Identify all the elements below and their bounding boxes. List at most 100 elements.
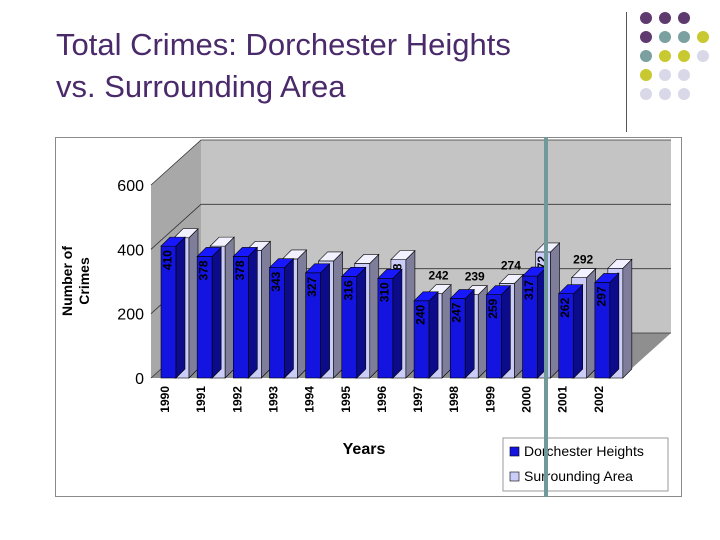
bar-surrounding-side	[586, 267, 596, 379]
decorative-dot	[678, 69, 690, 81]
data-label: 310	[377, 282, 391, 302]
x-tick-label: 1997	[411, 386, 425, 413]
data-label: 327	[305, 276, 319, 296]
decorative-dot	[678, 50, 690, 62]
bar-dorchester-side	[428, 291, 439, 379]
bar-surrounding-side	[224, 236, 235, 379]
y-axis-title: Number ofCrimes	[59, 246, 92, 316]
decorative-dot	[640, 12, 652, 24]
x-tick-label: 1995	[339, 386, 353, 413]
slide-title-line-1: Total Crimes: Dorchester Heights	[56, 27, 511, 62]
y-tick-label: 400	[117, 242, 144, 259]
decorative-dot	[659, 12, 671, 24]
bar-dorchester-side	[356, 266, 367, 379]
x-tick-label: 1990	[158, 386, 172, 413]
bar-dorchester-side	[464, 288, 475, 379]
bar-dorchester-top	[341, 267, 367, 277]
bar-dorchester-side	[320, 263, 330, 379]
data-label: 378	[233, 260, 247, 280]
bar-surrounding-side	[188, 228, 199, 379]
data-label: 274	[501, 258, 521, 272]
bar-dorchester-side	[248, 246, 258, 379]
decorative-dot	[659, 50, 671, 62]
gridline	[150, 203, 671, 250]
y-tick-label: 600	[117, 178, 144, 195]
x-tick-label: 1991	[194, 386, 208, 413]
bar-dorchester-side	[175, 236, 186, 379]
x-tick-label: 1998	[447, 386, 461, 413]
legend-label: Surrounding Area	[524, 468, 633, 484]
decorative-dot-grid	[640, 12, 709, 100]
decorative-dot	[640, 69, 652, 81]
bar-surrounding-top	[317, 251, 344, 262]
bar-dorchester	[232, 246, 259, 379]
x-axis-title: Years	[343, 441, 386, 458]
decorative-dot	[678, 31, 690, 43]
data-label: 378	[197, 260, 211, 280]
decorative-dot	[659, 69, 671, 81]
bar-dorchester-top	[160, 236, 186, 247]
bar-dorchester-side	[211, 246, 222, 379]
bar-dorchester-top	[196, 247, 222, 257]
gridline	[150, 139, 671, 186]
decorative-dot	[659, 88, 671, 100]
bar-surrounding-top	[390, 250, 416, 260]
bar-surrounding-side	[333, 251, 343, 379]
x-tick-label: 2001	[556, 386, 570, 413]
bar-dorchester-top	[485, 285, 512, 295]
legend-label: Dorchester Heights	[524, 443, 644, 459]
decorative-dot	[678, 12, 690, 24]
data-label: 297	[594, 286, 608, 306]
bar-surrounding-top	[209, 236, 235, 247]
bar-dorchester-top	[377, 268, 403, 279]
bar-surrounding-side	[369, 253, 380, 379]
bar-dorchester-top	[232, 247, 259, 257]
vertical-accent-line	[544, 137, 548, 497]
decorative-dot	[697, 31, 709, 43]
bar-dorchester-side	[501, 284, 511, 379]
data-label: 247	[450, 302, 464, 322]
legend-swatch	[509, 446, 520, 457]
decorative-dot	[640, 50, 652, 62]
bar-dorchester	[594, 272, 620, 379]
bar-surrounding-top	[607, 259, 633, 269]
y-axis-title-line: Crimes	[76, 257, 92, 305]
data-label: 292	[573, 253, 593, 267]
bar-dorchester	[304, 263, 331, 379]
y-tick-label: 200	[117, 307, 144, 324]
bar-surrounding-top	[570, 268, 597, 278]
x-tick-label: 2002	[592, 386, 606, 413]
x-tick-label: 1999	[483, 386, 497, 413]
bar-dorchester	[268, 257, 295, 379]
decorative-dot	[640, 31, 652, 43]
decorative-dot	[640, 88, 652, 100]
data-label: 240	[414, 304, 428, 324]
bar-dorchester-top	[594, 273, 620, 283]
data-label: 239	[465, 270, 485, 284]
bar-surrounding-side	[261, 240, 271, 379]
bar-dorchester	[413, 291, 439, 379]
data-label: 317	[522, 280, 536, 300]
bar-dorchester-top	[449, 289, 475, 299]
decorative-dot	[659, 31, 671, 43]
title-divider	[626, 12, 627, 132]
bar-dorchester-side	[284, 257, 294, 379]
bar-dorchester	[160, 236, 186, 379]
x-tick-label: 1992	[230, 386, 244, 413]
data-label: 262	[558, 297, 572, 317]
x-tick-label: 1996	[375, 386, 389, 413]
legend-swatch	[509, 471, 520, 482]
data-label: 343	[269, 271, 283, 291]
decorative-dot	[697, 50, 709, 62]
bar-dorchester-top	[268, 258, 295, 268]
bar-dorchester-side	[573, 283, 583, 379]
bar-dorchester-side	[392, 268, 403, 379]
data-label: 259	[486, 298, 500, 318]
slide-title: Total Crimes: Dorchester Heights vs. Sur…	[56, 24, 626, 108]
legend: Dorchester Heights Surrounding Area	[502, 437, 669, 492]
bar-dorchester	[377, 268, 403, 379]
y-tick-label: 0	[135, 371, 144, 388]
decorative-dot	[678, 88, 690, 100]
x-tick-label: 1993	[266, 386, 280, 413]
